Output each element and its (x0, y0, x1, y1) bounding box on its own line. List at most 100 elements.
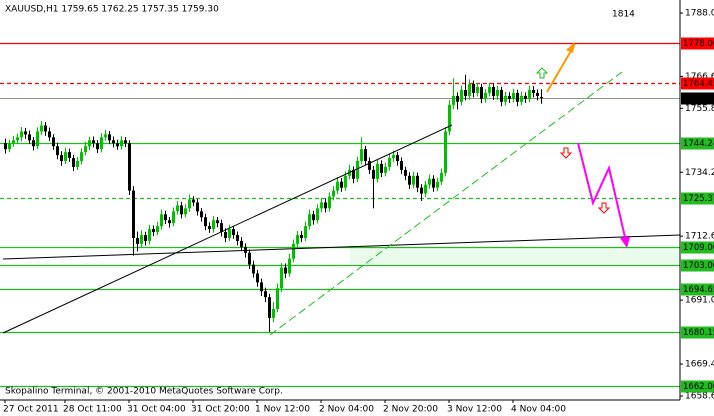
candle-body (408, 175, 411, 185)
candle-body (76, 161, 79, 167)
candle-body (444, 131, 447, 173)
candle-body (68, 152, 71, 159)
candle-body (184, 208, 187, 215)
candle-body (16, 137, 19, 141)
candle-body (108, 134, 111, 141)
candle-body (512, 92, 515, 99)
level-label-box (681, 192, 714, 205)
candle-body (132, 190, 135, 238)
candle-body (196, 202, 199, 212)
x-tick-label: 2 Nov 04:00 (319, 405, 374, 415)
candle-body (456, 95, 459, 102)
candle-body (228, 229, 231, 238)
trendline (2, 234, 681, 260)
candle-body (248, 252, 251, 265)
candle-body (92, 140, 95, 144)
candle-body (4, 143, 7, 150)
candle-body (532, 89, 535, 93)
y-tick-label: 1766.60 (685, 72, 714, 82)
candle-body (380, 163, 383, 173)
y-tick-label: 1669.40 (685, 360, 714, 370)
candle-body (120, 140, 123, 147)
candle-body (8, 143, 11, 150)
candle-body (504, 95, 507, 102)
level-label: 1725.37 (683, 194, 714, 204)
candle-body (128, 143, 131, 191)
candle-body (152, 229, 155, 233)
candles (4, 74, 543, 333)
candle-body (44, 125, 47, 132)
candle-body (284, 267, 287, 274)
candle-body (264, 291, 267, 298)
candle-body (80, 152, 83, 162)
candle-body (48, 131, 51, 138)
candle-body (316, 208, 319, 221)
candle-body (328, 196, 331, 209)
x-tick-label: 2 Nov 20:00 (383, 405, 438, 415)
candle-body (472, 84, 475, 93)
candle-body (84, 146, 87, 153)
candle-body (276, 288, 279, 309)
candle-body (312, 214, 315, 221)
candle-body (156, 226, 159, 233)
candle-body (124, 140, 127, 144)
candle-body (396, 155, 399, 162)
candle-body (140, 234, 143, 244)
candle-body (236, 234, 239, 241)
candle-body (492, 87, 495, 96)
candle-body (528, 89, 531, 99)
candle-body (320, 202, 323, 209)
level-label: 1703.00 (683, 261, 714, 271)
time-axis: 27 Oct 2011 28 Oct 11:00 31 Oct 04:00 31 Oc… (3, 400, 566, 415)
level-labels: 1778.00 1764.45 1759.30 1744.24 1725.37 1709.… (681, 37, 714, 393)
candle-body (524, 95, 527, 99)
candle-body (88, 140, 91, 147)
candle-body (452, 95, 455, 105)
candle-body (220, 223, 223, 233)
candle-body (464, 89, 467, 96)
forecast-down (577, 142, 628, 247)
candle-body (332, 190, 335, 197)
candle-body (432, 178, 435, 188)
level-label: 1744.24 (683, 139, 714, 149)
candle-body (448, 104, 451, 132)
level-label: 1778.00 (683, 39, 714, 49)
level-label: 1709.00 (683, 243, 714, 253)
x-tick-label: 31 Oct 20:00 (191, 405, 250, 415)
candle-body (540, 96, 543, 98)
level-label-box (681, 241, 714, 254)
candle-body (104, 134, 107, 138)
candle-body (60, 155, 63, 162)
trendline (2, 124, 453, 334)
candle-body (412, 175, 415, 185)
candle-body (516, 92, 519, 102)
level-label: 1680.15 (683, 328, 714, 338)
candle-body (244, 246, 247, 253)
candle-body (224, 232, 227, 238)
candle-body (364, 149, 367, 162)
candle-body (356, 161, 359, 179)
candle-body (252, 264, 255, 274)
candle-body (440, 172, 443, 182)
candle-body (232, 229, 235, 235)
candle-body (256, 273, 259, 283)
level-label: 1764.45 (683, 79, 714, 89)
candle-body (292, 243, 295, 259)
candle-body (304, 226, 307, 238)
candle-body (204, 217, 207, 227)
candle-body (388, 158, 391, 167)
levels (0, 42, 680, 388)
candle-body (308, 214, 311, 227)
candle-body (148, 229, 151, 241)
channel-line (269, 71, 623, 336)
candle-body (64, 152, 67, 162)
x-tick-label: 1 Nov 12:00 (255, 405, 310, 415)
candle-body (96, 143, 99, 150)
x-tick-label: 4 Nov 04:00 (511, 405, 566, 415)
candle-body (52, 137, 55, 147)
y-tick-label: 1734.20 (685, 168, 714, 178)
candle-body (360, 149, 363, 162)
candle-body (180, 205, 183, 215)
candle-body (488, 87, 491, 93)
